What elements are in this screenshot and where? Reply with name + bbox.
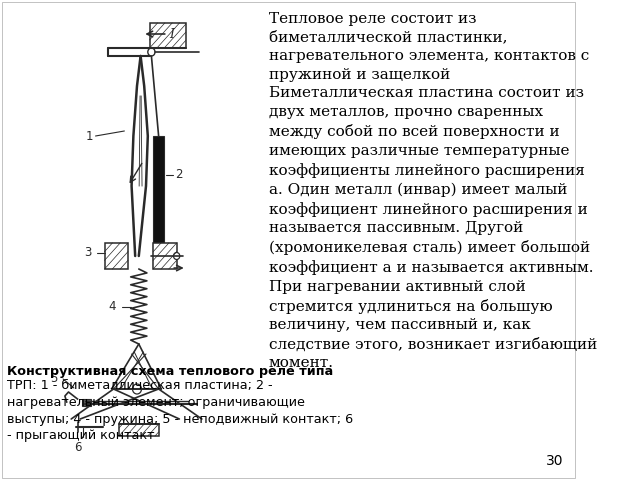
Text: Конструктивная схема теплового реле типа: Конструктивная схема теплового реле типа <box>7 365 333 378</box>
Text: 6: 6 <box>74 441 81 454</box>
Bar <box>82 399 91 406</box>
Bar <box>104 243 128 269</box>
Circle shape <box>173 252 180 260</box>
Bar <box>150 23 186 48</box>
Text: I: I <box>170 27 175 40</box>
Text: 4: 4 <box>109 300 116 313</box>
Text: 1: 1 <box>85 130 93 143</box>
Circle shape <box>148 48 155 56</box>
Text: Тепловое реле состоит из
биметаллической пластинки,
нагревательного элемента, ко: Тепловое реле состоит из биметаллической… <box>269 12 597 370</box>
Circle shape <box>132 384 141 394</box>
Bar <box>119 424 159 436</box>
Text: 30: 30 <box>546 454 563 468</box>
Text: 5: 5 <box>51 372 58 385</box>
Bar <box>153 243 177 269</box>
Text: ТРП: 1 - биметаллическая пластина; 2 -
нагревательный элемент; ограничивающие
вы: ТРП: 1 - биметаллическая пластина; 2 - н… <box>7 379 353 443</box>
Text: 3: 3 <box>84 247 92 260</box>
Text: 2: 2 <box>175 168 182 181</box>
Bar <box>153 136 164 266</box>
